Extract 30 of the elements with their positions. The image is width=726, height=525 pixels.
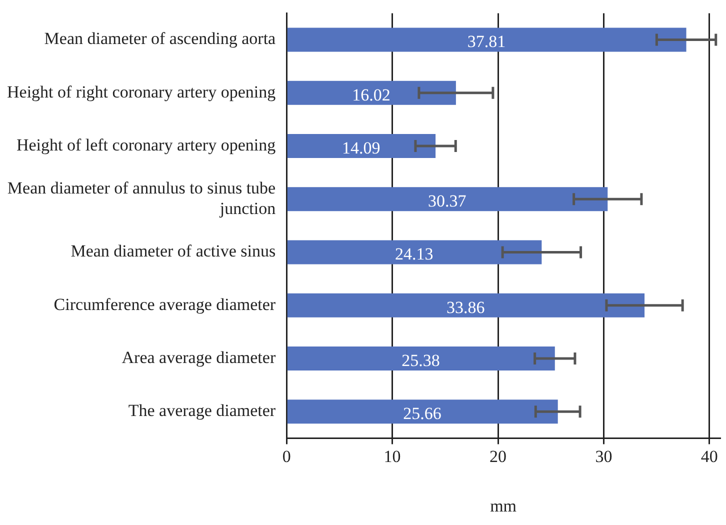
data-label: 25.66 xyxy=(403,404,442,424)
bar xyxy=(287,346,555,370)
y-tick-label: The average diameter xyxy=(128,401,276,420)
y-tick-label: Mean diameter of active sinus xyxy=(70,242,276,261)
bar xyxy=(287,400,558,424)
data-label: 25.38 xyxy=(402,350,440,370)
data-label: 37.81 xyxy=(467,32,506,52)
x-tick-label: 40 xyxy=(700,446,718,466)
x-tick-label: 0 xyxy=(282,446,291,466)
data-label: 24.13 xyxy=(395,244,434,264)
data-label: 16.02 xyxy=(352,85,390,104)
x-tick-label: 30 xyxy=(595,446,612,466)
data-label: 14.09 xyxy=(342,138,380,158)
y-tick-label: Mean diameter of ascending aorta xyxy=(44,29,276,48)
bar xyxy=(287,28,686,52)
y-tick-label: Area average diameter xyxy=(122,348,276,367)
y-tick-label: Mean diameter of annulus to sinus tube junction xyxy=(7,178,276,218)
y-tick-label: Circumference average diameter xyxy=(54,294,276,314)
y-tick-label: Height of left coronary artery opening xyxy=(16,135,276,154)
x-tick-label: 20 xyxy=(490,446,507,466)
bar xyxy=(287,293,645,318)
bar xyxy=(287,80,456,105)
y-tick-label: Height of right coronary artery opening xyxy=(6,82,276,102)
data-label: 30.37 xyxy=(428,192,467,211)
x-axis-title: mm xyxy=(490,496,517,516)
data-label: 33.86 xyxy=(446,298,485,317)
x-tick-label: 10 xyxy=(384,446,401,466)
bar xyxy=(287,240,542,264)
bar xyxy=(287,134,436,158)
bar xyxy=(287,187,608,212)
